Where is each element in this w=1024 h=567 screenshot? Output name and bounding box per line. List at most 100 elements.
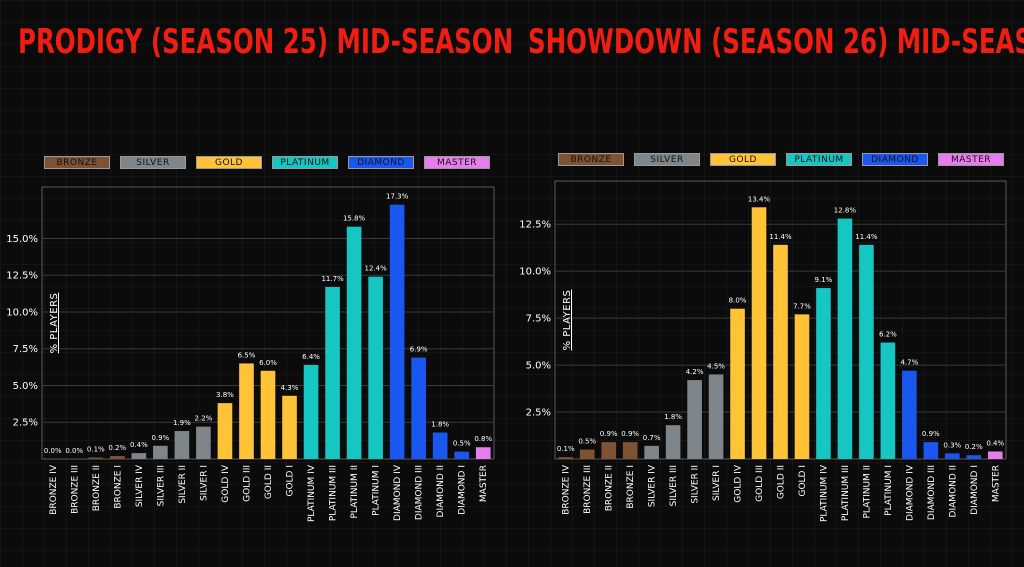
- y-tick-label: 10.0%: [6, 307, 38, 318]
- chart-title: SHOWDOWN (SEASON 26) MID-SEASON: [528, 22, 1024, 62]
- bar-value-label: 0.3%: [943, 441, 961, 449]
- bar-value-label: 0.9%: [621, 430, 639, 438]
- x-tick-label: DIAMOND I: [458, 465, 468, 515]
- bar-value-label: 7.7%: [793, 302, 811, 310]
- bar-bronze-i: [622, 442, 638, 459]
- bar-value-label: 1.8%: [431, 421, 449, 429]
- bar-value-label: 13.4%: [748, 195, 771, 203]
- x-tick-label: DIAMOND II: [948, 465, 958, 517]
- x-tick-label: PLATINUM III: [841, 465, 851, 521]
- y-tick-label: 15.0%: [6, 234, 38, 245]
- bar-value-label: 1.9%: [173, 419, 191, 427]
- bar-platinum-ii: [346, 226, 362, 459]
- x-tick-label: SILVER IV: [648, 464, 658, 507]
- bar-gold-i: [794, 314, 810, 459]
- x-tick-label: SILVER III: [156, 465, 166, 506]
- bar-silver-ii: [687, 380, 702, 459]
- x-tick-label: GOLD IV: [734, 464, 744, 503]
- legend-item-gold: GOLD: [710, 153, 776, 166]
- bar-value-label: 6.4%: [302, 353, 320, 361]
- x-tick-label: PLATINUM IV: [307, 464, 317, 522]
- x-tick-label: PLATINUM IV: [819, 464, 829, 522]
- y-axis-label: % PLAYERS: [562, 290, 573, 351]
- bar-value-label: 15.8%: [343, 215, 366, 223]
- x-tick-label: BRONZE I: [113, 465, 123, 509]
- x-tick-label: DIAMOND IV: [905, 464, 915, 521]
- bar-bronze-i: [110, 456, 125, 459]
- bar-silver-iv: [131, 453, 147, 459]
- x-tick-label: BRONZE II: [92, 465, 102, 511]
- bar-value-label: 0.1%: [557, 445, 575, 453]
- x-tick-label: GOLD III: [755, 465, 765, 502]
- x-tick-label: DIAMOND I: [970, 465, 980, 515]
- bar-value-label: 8.0%: [729, 297, 747, 305]
- bar-platinum-iv: [816, 288, 831, 459]
- bar-diamond-iii: [411, 357, 426, 459]
- bar-value-label: 0.5%: [453, 440, 471, 448]
- x-tick-label: PLATINUM I: [884, 465, 894, 516]
- bar-master: [987, 451, 1003, 459]
- bar-value-label: 0.0%: [44, 447, 62, 455]
- x-tick-label: GOLD I: [798, 465, 808, 497]
- legend: BRONZE SILVER GOLD PLATINUM DIAMOND MAST…: [558, 153, 1004, 166]
- bar-value-label: 11.7%: [321, 275, 344, 283]
- legend-item-diamond: DIAMOND: [862, 153, 928, 166]
- chart-title: PRODIGY (SEASON 25) MID-SEASON: [18, 22, 514, 62]
- bar-diamond-ii: [945, 453, 960, 459]
- bar-value-label: 0.4%: [130, 441, 148, 449]
- x-tick-label: PLATINUM I: [372, 465, 382, 516]
- x-tick-label: SILVER II: [691, 465, 701, 504]
- legend: BRONZE SILVER GOLD PLATINUM DIAMOND MAST…: [44, 156, 490, 169]
- legend-item-bronze: BRONZE: [558, 153, 624, 166]
- bar-platinum-iii: [837, 218, 853, 459]
- bar-value-label: 2.2%: [195, 415, 213, 423]
- x-tick-label: GOLD II: [777, 465, 787, 499]
- bar-chart-showdown: 2.5% 5.0% 7.5% 10.0% 12.5% % PLAYERS 0.1% BRONZ…: [519, 180, 1007, 522]
- x-tick-label: PLATINUM II: [862, 465, 872, 519]
- x-tick-label: MASTER: [479, 465, 489, 502]
- bar-platinum-iii: [325, 286, 340, 459]
- bar-diamond-i: [454, 451, 470, 459]
- legend-item-bronze: BRONZE: [44, 156, 110, 169]
- bar-diamond-i: [966, 455, 982, 459]
- x-tick-label: BRONZE IV: [562, 464, 572, 515]
- bar-bronze-iii: [579, 449, 595, 459]
- bar-bronze-iv: [558, 457, 574, 459]
- bar-gold-iii: [751, 207, 767, 459]
- y-tick-label: 5.0%: [526, 361, 551, 372]
- x-tick-label: DIAMOND III: [927, 465, 937, 520]
- legend-item-platinum: PLATINUM: [786, 153, 852, 166]
- bar-value-label: 6.2%: [879, 331, 897, 339]
- bar-value-label: 0.9%: [922, 430, 940, 438]
- x-tick-label: PLATINUM III: [329, 465, 339, 521]
- x-tick-label: DIAMOND IV: [393, 464, 403, 521]
- bar-gold-i: [282, 395, 297, 459]
- x-tick-label: SILVER I: [199, 465, 209, 501]
- bar-value-label: 11.4%: [855, 233, 878, 241]
- bar-gold-iv: [730, 308, 745, 459]
- bar-value-label: 0.2%: [965, 443, 983, 451]
- bar-silver-iii: [153, 445, 168, 459]
- x-tick-label: DIAMOND III: [415, 465, 425, 520]
- legend-item-platinum: PLATINUM: [272, 156, 338, 169]
- bar-value-label: 0.5%: [578, 438, 596, 446]
- bar-value-label: 0.9%: [600, 430, 618, 438]
- bar-bronze-ii: [88, 457, 104, 459]
- bar-value-label: 3.8%: [216, 391, 234, 399]
- x-tick-label: BRONZE III: [70, 465, 80, 514]
- x-tick-label: SILVER I: [712, 465, 722, 501]
- x-tick-label: SILVER III: [669, 465, 679, 506]
- legend-item-silver: SILVER: [634, 153, 700, 166]
- bar-value-label: 4.7%: [900, 359, 918, 367]
- bar-value-label: 17.3%: [386, 193, 409, 201]
- x-tick-label: BRONZE IV: [49, 464, 59, 515]
- bar-value-label: 4.3%: [281, 384, 299, 392]
- bar-value-label: 1.8%: [664, 413, 682, 421]
- bar-platinum-ii: [859, 244, 874, 459]
- y-tick-label: 5.0%: [13, 381, 38, 392]
- y-tick-label: 7.5%: [526, 314, 551, 325]
- x-tick-label: BRONZE III: [583, 465, 593, 514]
- bar-silver-i: [708, 374, 724, 459]
- legend-item-silver: SILVER: [120, 156, 186, 169]
- x-tick-label: MASTER: [991, 465, 1001, 502]
